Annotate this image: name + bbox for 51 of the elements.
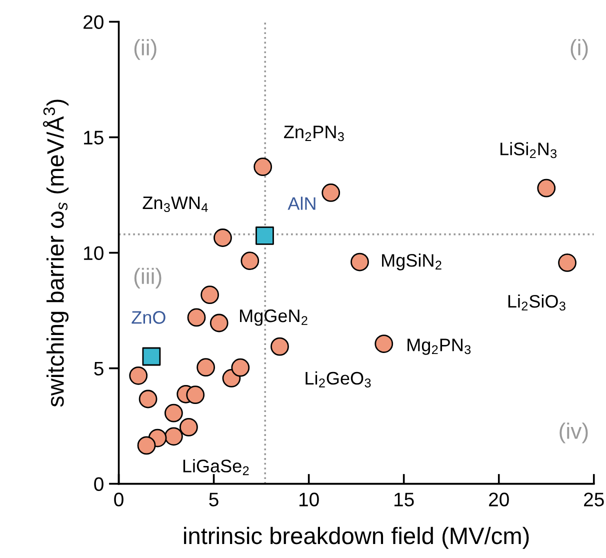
point xyxy=(137,436,156,455)
point xyxy=(196,358,216,377)
annotation: (i) xyxy=(570,39,588,60)
point xyxy=(210,314,228,332)
point xyxy=(374,334,394,353)
y-axis-title: switching barrier ω$_{s}$ (meV/Å$^{3}$) xyxy=(42,100,69,407)
point xyxy=(558,254,576,272)
x-tick-label: 5 xyxy=(209,492,218,506)
annotation: LiSi$_{2}$N$_{3}$ xyxy=(500,142,557,158)
annotation: Li$_{2}$GeO$_{3}$ xyxy=(306,371,371,388)
point xyxy=(129,366,148,385)
point xyxy=(200,286,220,304)
series-label: ZnO xyxy=(132,311,166,324)
annotation: Li$_{2}$SiO$_{3}$ xyxy=(508,294,566,311)
point xyxy=(164,427,183,446)
y-tick-label: 20 xyxy=(84,15,104,29)
annotation: Mg$_{2}$PN$_{3}$ xyxy=(408,338,471,355)
point xyxy=(180,418,198,436)
y-tick-label: 10 xyxy=(84,246,104,260)
annotation: MgSiN$_{2}$ xyxy=(382,254,442,270)
point xyxy=(186,386,205,404)
x-axis-title: intrinsic breakdown field (MV/cm) xyxy=(184,526,529,549)
point xyxy=(240,252,260,270)
x-tick-label: 25 xyxy=(584,492,604,506)
annotation: Zn$_{2}$PN$_{3}$ xyxy=(284,126,344,142)
annotation: LiGaSe$_{2}$ xyxy=(183,459,249,476)
annotation: MgGeN$_{2}$ xyxy=(240,309,308,326)
annotation: (iii) xyxy=(134,268,162,289)
point xyxy=(187,308,206,327)
point xyxy=(254,158,272,176)
x-tick-label: 10 xyxy=(299,492,319,506)
y-tick-label: 15 xyxy=(84,130,104,145)
annotation: (iv) xyxy=(560,422,588,444)
point xyxy=(138,390,158,408)
annotation: Zn$_{3}$WN$_{4}$ xyxy=(142,196,208,212)
point xyxy=(214,228,232,247)
x-tick-label: 15 xyxy=(394,492,414,506)
point xyxy=(142,347,161,366)
point xyxy=(537,178,556,198)
y-tick-label: 0 xyxy=(94,477,104,492)
point xyxy=(164,404,183,422)
point xyxy=(231,358,250,377)
x-tick-label: 20 xyxy=(489,492,509,506)
point xyxy=(256,226,274,245)
y-tick-label: 5 xyxy=(94,362,104,376)
series-label: AlN xyxy=(288,196,316,210)
annotation: (ii) xyxy=(134,39,156,60)
point xyxy=(350,252,369,272)
point xyxy=(270,337,289,356)
point xyxy=(322,184,340,202)
x-tick-label: 0 xyxy=(114,492,124,506)
